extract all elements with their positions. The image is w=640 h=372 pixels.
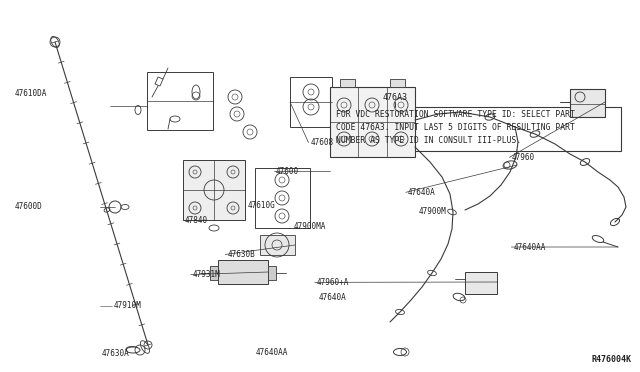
Text: 47900M: 47900M <box>419 207 446 216</box>
Ellipse shape <box>503 161 517 169</box>
Bar <box>260 235 295 255</box>
Bar <box>390 79 405 87</box>
Bar <box>330 87 415 157</box>
Ellipse shape <box>580 158 589 166</box>
Text: 47960+A: 47960+A <box>317 278 349 287</box>
Bar <box>340 79 355 87</box>
Bar <box>147 72 213 130</box>
Text: 47900MA: 47900MA <box>294 222 326 231</box>
Text: 47840: 47840 <box>184 216 207 225</box>
Bar <box>465 272 497 294</box>
Text: R476004K: R476004K <box>592 355 632 364</box>
Ellipse shape <box>394 349 406 356</box>
Text: FOR VDC RESTORATION SOFTWARE TYPE ID: SELECT PART
CODE 476A3. INPUT LAST 5 DIGIT: FOR VDC RESTORATION SOFTWARE TYPE ID: SE… <box>335 110 574 145</box>
Text: 47610G: 47610G <box>248 201 275 210</box>
Bar <box>570 89 605 117</box>
Bar <box>268 266 276 280</box>
Text: 476A3: 476A3 <box>382 93 408 102</box>
Text: 47608: 47608 <box>310 138 333 147</box>
Ellipse shape <box>126 347 140 353</box>
Text: 47640AA: 47640AA <box>255 348 288 357</box>
Ellipse shape <box>485 114 495 120</box>
Bar <box>255 168 310 228</box>
Text: 47931M: 47931M <box>193 270 220 279</box>
Text: 47600: 47600 <box>276 167 299 176</box>
Text: 47910M: 47910M <box>114 301 141 310</box>
Text: 47640A: 47640A <box>408 188 435 197</box>
Bar <box>183 160 245 220</box>
Text: 47640AA: 47640AA <box>513 243 546 251</box>
Bar <box>332 107 621 151</box>
Text: 47630B: 47630B <box>227 250 255 259</box>
Text: 47600D: 47600D <box>15 202 43 211</box>
Bar <box>210 266 218 280</box>
Text: 47630A: 47630A <box>101 349 129 358</box>
Ellipse shape <box>448 209 456 215</box>
Text: 47960: 47960 <box>511 153 534 162</box>
Ellipse shape <box>592 235 604 243</box>
Ellipse shape <box>396 310 404 315</box>
Bar <box>218 260 268 284</box>
Ellipse shape <box>611 218 620 225</box>
Ellipse shape <box>453 293 465 301</box>
Text: 47640A: 47640A <box>318 293 346 302</box>
Ellipse shape <box>530 131 540 137</box>
Text: 47610DA: 47610DA <box>15 89 47 98</box>
Bar <box>290 77 332 127</box>
Ellipse shape <box>428 270 436 276</box>
